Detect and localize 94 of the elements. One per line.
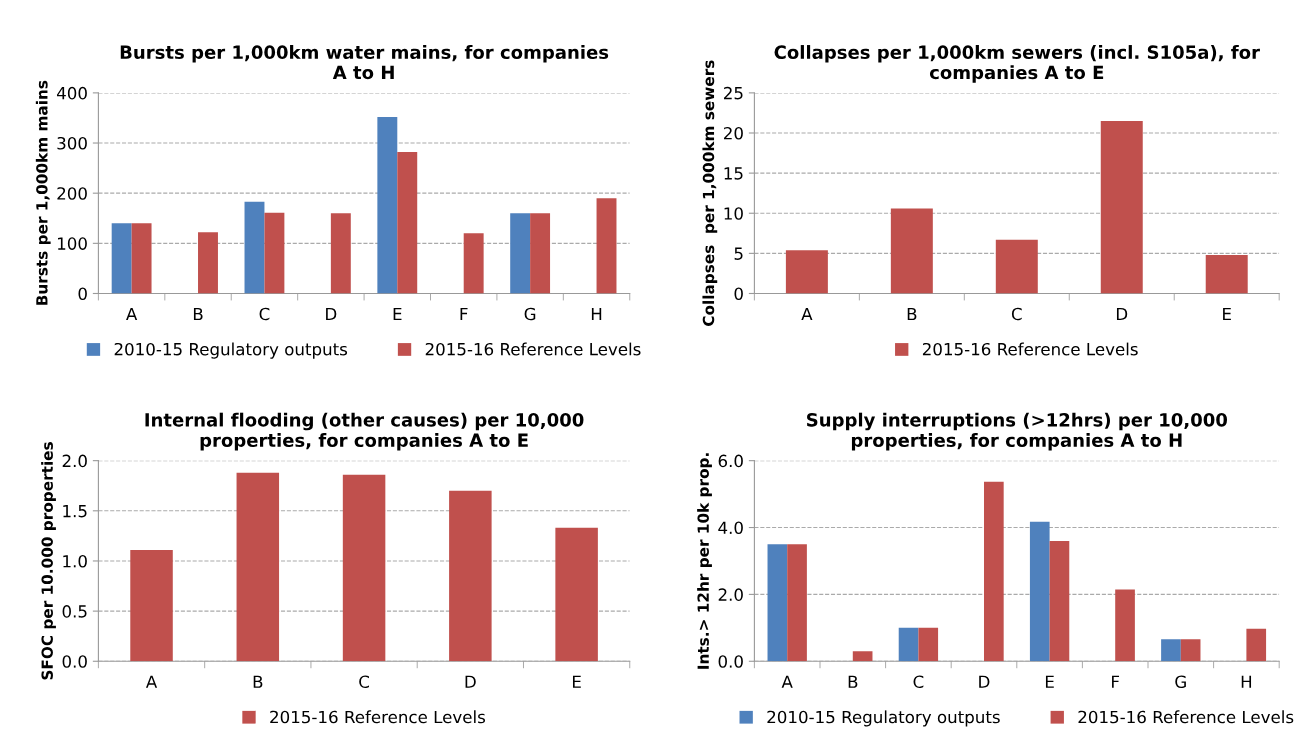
y-axis-title: Ints.> 12hr per 10k prop. — [697, 453, 712, 669]
y-tick-label: 6.0 — [718, 454, 743, 468]
y-tick-label: 2.0 — [62, 454, 87, 468]
bar — [1205, 254, 1248, 294]
bar — [236, 472, 280, 662]
x-tick-label: E — [393, 307, 402, 321]
y-tick-label: 400 — [56, 86, 87, 100]
legend-label: 2010-15 Regulatory outputs — [767, 710, 1000, 727]
bar — [530, 213, 551, 294]
x-tick-label: B — [848, 675, 858, 688]
bar — [1161, 639, 1181, 662]
bar — [852, 651, 873, 662]
legend-label: 2015-16 Reference Levels — [922, 342, 1138, 356]
x-tick-label: C — [259, 307, 270, 321]
bar — [1029, 521, 1050, 662]
y-tick-label: 200 — [57, 187, 87, 200]
chart-title: Supply interruptions (>12hrs) per 10,000 properties, for companies A to H — [807, 412, 1228, 451]
x-tick-label: D — [979, 675, 990, 688]
x-tick-label: H — [1241, 675, 1252, 688]
x-tick-label: E — [1223, 307, 1231, 321]
bar — [984, 481, 1004, 662]
x-tick-label: B — [253, 675, 263, 688]
bar — [785, 250, 828, 294]
y-tick-label: 0.5 — [62, 605, 87, 618]
bar — [330, 213, 351, 294]
bar — [463, 233, 484, 294]
y-axis-title: SFOC per 10.000 properties — [41, 442, 56, 680]
x-tick-label: A — [801, 307, 813, 321]
chart-title: Internal flooding (other causes) per 10,000 properties, for companies A to E — [145, 412, 584, 451]
bar — [377, 116, 398, 294]
y-tick-label: 0 — [78, 287, 87, 301]
y-tick-label: 0.0 — [718, 655, 743, 668]
x-tick-label: C — [359, 675, 369, 689]
y-tick-label: 25 — [724, 86, 743, 100]
bar — [918, 627, 939, 662]
x-tick-label: A — [781, 675, 793, 688]
bar — [397, 152, 418, 294]
bar — [111, 223, 132, 294]
bar — [131, 223, 152, 294]
bar — [787, 544, 807, 662]
bar — [342, 474, 386, 662]
x-tick-label: B — [907, 307, 917, 321]
y-axis-title: Bursts per 1,000km mains — [35, 80, 51, 305]
y-tick-label: 10 — [724, 207, 743, 220]
x-tick-label: D — [1116, 307, 1128, 321]
bar — [898, 627, 919, 662]
x-tick-label: C — [913, 675, 924, 689]
legend-label: 2015-16 Reference Levels — [425, 342, 641, 356]
y-tick-label: 0.0 — [62, 655, 87, 668]
y-tick-label: 300 — [57, 136, 87, 150]
legend-label: 2015-16 Reference Levels — [1078, 710, 1294, 724]
y-tick-label: 100 — [58, 237, 87, 250]
y-tick-label: 0 — [734, 287, 743, 301]
legend-label: 2015-16 Reference Levels — [270, 710, 486, 724]
x-tick-label: G — [1175, 675, 1186, 689]
bar — [1115, 589, 1135, 662]
bar — [1049, 540, 1070, 662]
bar — [449, 490, 492, 662]
bar — [555, 527, 598, 662]
chart-title: Bursts per 1,000km water mains, for companies A to H — [120, 45, 609, 80]
x-tick-label: A — [126, 307, 138, 321]
bar — [1180, 639, 1201, 662]
y-tick-label: 1.5 — [63, 504, 87, 518]
y-axis-title: Collapses per 1,000km sewers — [702, 60, 718, 326]
y-tick-label: 2.0 — [718, 588, 743, 601]
legend-label: 2010-15 Regulatory outputs — [114, 342, 348, 359]
x-tick-label: A — [145, 675, 158, 688]
y-tick-label: 15 — [724, 167, 743, 180]
bar — [510, 213, 531, 294]
x-tick-label: C — [1011, 307, 1022, 321]
bar — [1246, 628, 1267, 662]
x-tick-label: D — [326, 307, 337, 321]
x-tick-label: E — [572, 675, 581, 688]
bar — [995, 239, 1038, 294]
y-tick-label: 1.0 — [63, 554, 87, 568]
bar — [264, 212, 285, 294]
x-tick-label: H — [591, 307, 602, 321]
bar — [890, 208, 933, 294]
x-tick-label: B — [193, 307, 203, 321]
y-tick-label: 5 — [734, 247, 743, 260]
chart-title: Collapses per 1,000km sewers (incl. S105a), for companies A to E — [774, 45, 1260, 83]
x-tick-label: D — [465, 675, 476, 688]
bar — [244, 201, 265, 294]
x-tick-label: F — [460, 307, 468, 321]
bar — [1100, 120, 1143, 294]
y-tick-label: 4.0 — [718, 521, 743, 535]
bar — [767, 544, 788, 662]
bar — [198, 232, 218, 294]
bar — [596, 198, 617, 294]
x-tick-label: G — [524, 307, 536, 321]
bar — [130, 549, 173, 662]
y-tick-label: 20 — [724, 126, 743, 140]
x-tick-label: F — [1112, 675, 1120, 688]
x-tick-label: E — [1045, 675, 1054, 688]
